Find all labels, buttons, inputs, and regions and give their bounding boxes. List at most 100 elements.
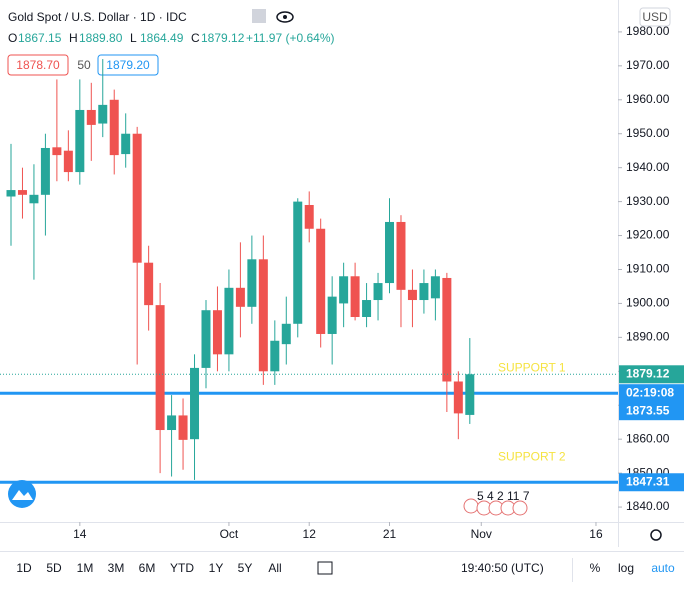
range-button[interactable]: 6M	[139, 561, 156, 575]
x-tick-label: 21	[383, 527, 397, 541]
ohlc-legend: O 1867.15 H 1889.80 L 1864.49 C 1879.12 +11.97 (…	[8, 31, 335, 45]
events-icons[interactable]	[463, 498, 528, 516]
candle-body	[212, 310, 222, 355]
range-button[interactable]: 3M	[108, 561, 125, 575]
currency-box[interactable]	[639, 7, 671, 27]
candle-body	[201, 310, 211, 368]
candle-body	[86, 109, 96, 125]
candle-body	[235, 287, 245, 307]
event-flag	[463, 498, 479, 514]
bid-box[interactable]	[7, 54, 69, 76]
y-tick-label: 1930.00	[626, 194, 670, 208]
candle-body	[247, 259, 257, 307]
candle-body	[224, 287, 234, 355]
candle-body	[190, 367, 200, 440]
eye-icon[interactable]	[276, 11, 294, 23]
candle-body	[465, 374, 475, 415]
last-price-label: 1879.12	[626, 366, 670, 380]
candle-body	[419, 283, 429, 301]
range-button[interactable]: 1M	[77, 561, 94, 575]
candle-body	[178, 415, 188, 440]
currency: USD	[642, 10, 668, 24]
legend-key: L	[130, 31, 137, 45]
bid: 1878.70	[16, 58, 60, 72]
x-tick-label: 14	[73, 527, 87, 541]
y-tick-label: 1960.00	[626, 92, 670, 106]
countdown-tag	[619, 384, 684, 421]
candle-body	[270, 340, 280, 372]
y-tick-label: 1890.00	[626, 330, 670, 344]
candle-body	[258, 259, 268, 372]
ask-box[interactable]	[97, 54, 159, 76]
y-tick-label: 1860.00	[626, 431, 670, 445]
candle-body	[144, 262, 154, 306]
x-tick-label: 16	[589, 527, 603, 541]
legend-key: H	[69, 31, 78, 45]
countdown: 02:19:08	[626, 385, 674, 399]
range-button[interactable]: 1Y	[209, 561, 224, 575]
range-button[interactable]: 5D	[46, 561, 62, 575]
events-count: 5 4 2 11 7	[477, 489, 530, 503]
scale-option[interactable]: auto	[651, 561, 675, 575]
bottom-toolbar: 1D 5D 1M 3M 6M YTD 1Y 5Y All 19:40:50 (UTC)% log au…	[16, 561, 675, 575]
plot-area: SUPPORT 1 SUPPORT 2	[0, 59, 618, 484]
scale-option[interactable]: %	[590, 561, 601, 575]
range-button[interactable]: 1D	[16, 561, 32, 575]
candle-body	[327, 296, 337, 334]
price-tag-label: 1847.31	[626, 474, 670, 488]
support-label: SUPPORT 2	[498, 449, 566, 463]
legend-key: C	[191, 31, 200, 45]
candle-body	[304, 204, 314, 229]
candle-body	[52, 147, 62, 156]
event-flag	[512, 500, 528, 516]
candle-body	[40, 147, 50, 195]
candle-body	[442, 277, 452, 382]
candle-body	[75, 109, 85, 173]
legend-change: +11.97 (+0.64%)	[246, 31, 335, 45]
y-tick-label: 1920.00	[626, 228, 670, 242]
range-button[interactable]: 5Y	[238, 561, 253, 575]
y-tick-label: 1970.00	[626, 58, 670, 72]
candle-body	[316, 228, 326, 334]
legend-value: 1889.80	[79, 31, 123, 45]
ask: 1879.20	[106, 58, 150, 72]
support-label: SUPPORT 1	[498, 360, 566, 374]
candle-body	[396, 221, 406, 290]
scale-option[interactable]: log	[618, 561, 634, 575]
logo-mark	[12, 490, 33, 500]
y-tick-label: 1910.00	[626, 262, 670, 276]
candle-body	[167, 415, 177, 431]
date-range-icon[interactable]	[317, 561, 333, 575]
y-tick-label: 1940.00	[626, 160, 670, 174]
candle-body	[98, 104, 108, 124]
candle-body	[155, 305, 165, 431]
candle-body	[293, 201, 303, 324]
last-price-tag	[619, 365, 684, 384]
candle-body	[132, 133, 142, 263]
candle-body	[362, 300, 372, 318]
price-tag	[619, 473, 684, 492]
candle-body	[6, 190, 16, 197]
candle-body	[373, 283, 383, 301]
candle-body	[430, 276, 440, 299]
symbol-title[interactable]: Gold Spot / U.S. Dollar · 1D · IDC	[8, 10, 187, 24]
settings-icon[interactable]	[650, 529, 662, 541]
range-button[interactable]: YTD	[170, 561, 194, 575]
price-tag-label: 1873.55	[626, 403, 670, 417]
y-tick-label: 1900.00	[626, 296, 670, 310]
spread: 50	[77, 58, 91, 72]
candle-body	[453, 381, 463, 414]
candle-body	[109, 99, 119, 156]
range-button[interactable]: All	[268, 561, 281, 575]
x-tick-label: 12	[303, 527, 317, 541]
y-tick-label: 1840.00	[626, 499, 670, 513]
candle-body	[350, 276, 360, 318]
legend-value: 1879.12	[201, 31, 245, 45]
y-tick-label: 1980.00	[626, 24, 670, 38]
legend-value: 1864.49	[140, 31, 184, 45]
legend-value: 1867.15	[18, 31, 62, 45]
flag-icon[interactable]	[252, 9, 266, 23]
clock[interactable]: 19:40:50 (UTC)	[461, 561, 544, 575]
